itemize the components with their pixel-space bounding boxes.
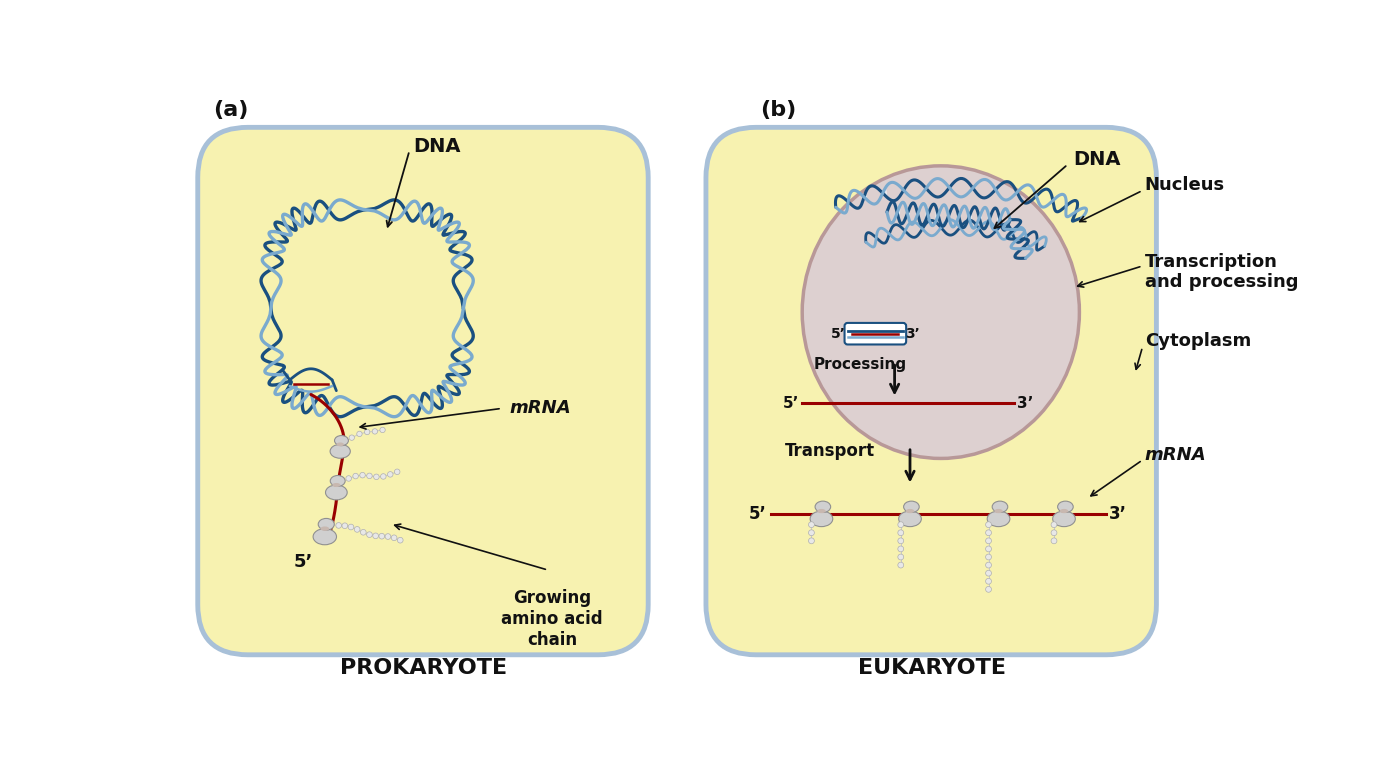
Ellipse shape <box>811 511 833 527</box>
Ellipse shape <box>330 444 350 458</box>
Text: Nucleus: Nucleus <box>1145 176 1225 194</box>
Text: 5’: 5’ <box>749 505 766 523</box>
Circle shape <box>349 435 354 440</box>
Circle shape <box>897 530 903 535</box>
Circle shape <box>986 570 991 576</box>
Ellipse shape <box>332 483 340 487</box>
Text: Transcription
and processing: Transcription and processing <box>1145 253 1298 292</box>
Text: 3’: 3’ <box>904 327 920 341</box>
Circle shape <box>357 431 363 437</box>
Circle shape <box>1051 538 1057 544</box>
Ellipse shape <box>993 501 1008 512</box>
Circle shape <box>349 524 354 530</box>
Circle shape <box>360 473 365 478</box>
Circle shape <box>809 522 815 528</box>
FancyBboxPatch shape <box>197 127 648 655</box>
Text: DNA: DNA <box>413 137 461 156</box>
Circle shape <box>897 562 903 568</box>
Circle shape <box>897 522 903 528</box>
Circle shape <box>336 522 342 529</box>
Text: 5’: 5’ <box>294 553 314 571</box>
Circle shape <box>986 546 991 552</box>
Ellipse shape <box>815 501 830 512</box>
Circle shape <box>809 530 815 535</box>
Ellipse shape <box>335 436 349 446</box>
Text: Processing: Processing <box>813 357 907 372</box>
Ellipse shape <box>987 511 1009 527</box>
Circle shape <box>986 538 991 544</box>
Circle shape <box>372 533 378 538</box>
Text: Transport: Transport <box>785 441 875 460</box>
Circle shape <box>986 578 991 584</box>
Text: 3’: 3’ <box>1109 505 1127 523</box>
Circle shape <box>398 537 403 543</box>
Circle shape <box>395 469 400 475</box>
Ellipse shape <box>802 166 1079 458</box>
Ellipse shape <box>1060 509 1068 513</box>
Circle shape <box>379 533 385 539</box>
Circle shape <box>986 562 991 568</box>
Circle shape <box>986 522 991 528</box>
Circle shape <box>1051 530 1057 535</box>
Circle shape <box>372 429 378 434</box>
Ellipse shape <box>336 443 344 447</box>
Ellipse shape <box>318 519 335 530</box>
Text: 5’: 5’ <box>783 395 799 411</box>
Circle shape <box>897 554 903 560</box>
Circle shape <box>367 473 372 479</box>
Circle shape <box>354 526 360 532</box>
Ellipse shape <box>818 509 826 513</box>
Circle shape <box>1051 522 1057 528</box>
Text: (b): (b) <box>760 100 797 120</box>
Circle shape <box>986 530 991 535</box>
Circle shape <box>385 534 391 539</box>
Text: mRNA: mRNA <box>510 399 571 417</box>
Circle shape <box>986 554 991 560</box>
Ellipse shape <box>906 509 914 513</box>
Circle shape <box>342 523 347 529</box>
Circle shape <box>367 532 372 538</box>
Ellipse shape <box>899 511 921 527</box>
Ellipse shape <box>326 485 347 500</box>
Ellipse shape <box>903 501 920 512</box>
Circle shape <box>353 473 358 479</box>
Circle shape <box>360 529 367 535</box>
Text: mRNA: mRNA <box>1145 446 1207 463</box>
Text: 5’: 5’ <box>832 327 846 341</box>
Ellipse shape <box>1053 511 1075 527</box>
Circle shape <box>379 427 385 433</box>
Text: EUKARYOTE: EUKARYOTE <box>858 658 1005 678</box>
Circle shape <box>897 546 903 552</box>
Text: Cytoplasm: Cytoplasm <box>1145 332 1252 350</box>
Circle shape <box>346 476 351 481</box>
Circle shape <box>374 474 379 480</box>
Ellipse shape <box>994 509 1002 513</box>
Text: 3’: 3’ <box>1018 395 1033 411</box>
Ellipse shape <box>321 526 329 531</box>
FancyBboxPatch shape <box>844 323 906 345</box>
Circle shape <box>381 473 386 480</box>
Circle shape <box>986 587 991 592</box>
Circle shape <box>364 429 370 434</box>
Circle shape <box>391 535 398 541</box>
Ellipse shape <box>330 476 346 486</box>
Circle shape <box>809 538 815 544</box>
Text: DNA: DNA <box>1074 150 1121 169</box>
Ellipse shape <box>1057 501 1074 512</box>
Text: PROKARYOTE: PROKARYOTE <box>340 658 507 678</box>
Ellipse shape <box>314 529 336 545</box>
Circle shape <box>388 472 393 477</box>
FancyBboxPatch shape <box>706 127 1156 655</box>
Circle shape <box>897 538 903 544</box>
Text: (a): (a) <box>213 100 249 120</box>
Text: Growing
amino acid
chain: Growing amino acid chain <box>501 589 603 649</box>
